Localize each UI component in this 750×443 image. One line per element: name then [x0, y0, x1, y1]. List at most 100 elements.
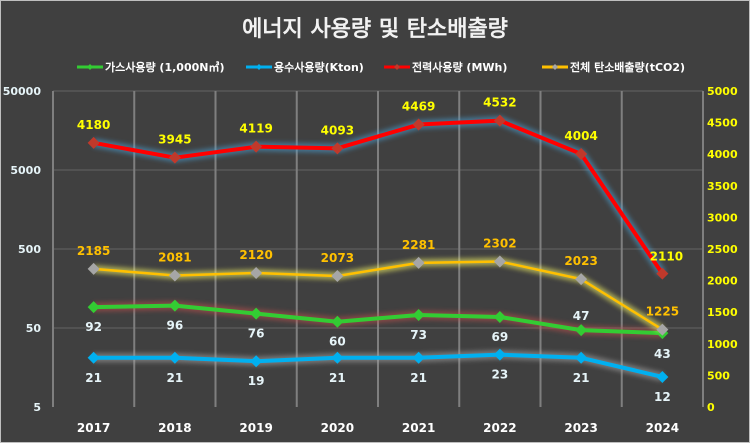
- data-point-marker[interactable]: [331, 269, 344, 282]
- data-point-marker[interactable]: [331, 142, 344, 155]
- data-point-marker[interactable]: [412, 118, 425, 131]
- data-label: 21: [573, 371, 590, 385]
- data-point-marker[interactable]: [87, 262, 100, 275]
- legend-item[interactable]: 전력사용량 (MWh): [384, 60, 507, 74]
- data-point-marker[interactable]: [331, 315, 344, 328]
- data-labels: 21 21 19 21 21 23 21 12 92 96 76 60 73 69 47 43 2185 2081…: [77, 96, 683, 404]
- data-point-marker[interactable]: [493, 348, 506, 361]
- x-axis-tick-label: 2019: [239, 421, 272, 435]
- data-label: 2120: [239, 248, 272, 262]
- data-point-marker[interactable]: [575, 324, 588, 337]
- data-label: 1225: [646, 305, 679, 319]
- series-line: [93, 118, 665, 275]
- x-axis-tick-label: 2020: [321, 421, 354, 435]
- series-2: [87, 114, 669, 280]
- right-axis-tick-label: 2500: [707, 243, 738, 256]
- left-axis-tick-label: 5000: [10, 164, 41, 177]
- legend-marker-icon: [394, 64, 400, 70]
- right-axis-tick-label: 2000: [707, 275, 738, 288]
- data-label: 73: [410, 328, 427, 342]
- data-label: 4532: [483, 96, 516, 110]
- legend-item[interactable]: 용수사용량(Kton): [246, 60, 364, 74]
- data-point-marker[interactable]: [656, 323, 669, 336]
- data-point-marker[interactable]: [412, 256, 425, 269]
- data-point-marker[interactable]: [250, 140, 263, 153]
- x-axis-tick-label: 2022: [483, 421, 516, 435]
- legend-marker-icon: [552, 64, 558, 70]
- legend-label: 용수사용량(Kton): [274, 60, 364, 74]
- data-point-marker[interactable]: [493, 255, 506, 268]
- data-label: 4469: [402, 100, 435, 114]
- legend-label: 전력사용량 (MWh): [412, 60, 507, 74]
- data-label: 92: [85, 320, 102, 334]
- data-label: 12: [654, 390, 671, 404]
- data-point-marker[interactable]: [168, 269, 181, 282]
- legend-item[interactable]: 전체 탄소배출량(tCO2): [542, 60, 685, 74]
- series-line: [93, 303, 663, 336]
- right-axis-tick-label: 4000: [707, 148, 738, 161]
- data-point-marker[interactable]: [250, 355, 263, 368]
- data-point-marker[interactable]: [87, 301, 100, 314]
- data-point-marker[interactable]: [87, 351, 100, 364]
- data-point-marker[interactable]: [168, 151, 181, 164]
- legend-marker-icon: [256, 64, 262, 70]
- data-label: 2023: [564, 254, 597, 268]
- data-label: 3945: [158, 133, 191, 147]
- left-axis-tick-label: 500: [18, 243, 41, 256]
- right-axis-tick-label: 3500: [707, 180, 738, 193]
- data-label: 4093: [321, 123, 354, 137]
- chart-title: 에너지 사용량 및 탄소배출량: [242, 17, 508, 42]
- data-label: 4119: [239, 122, 272, 136]
- data-point-marker[interactable]: [250, 267, 263, 280]
- data-point-marker[interactable]: [575, 273, 588, 286]
- x-axis-tick-label: 2023: [564, 421, 597, 435]
- right-axis-tick-label: 1500: [707, 306, 738, 319]
- data-label: 76: [248, 327, 265, 341]
- data-point-marker[interactable]: [656, 267, 669, 280]
- data-label: 2073: [321, 251, 354, 265]
- x-axis-tick-label: 2018: [158, 421, 191, 435]
- data-label: 2281: [402, 238, 435, 252]
- left-axis-tick-label: 50: [26, 322, 42, 335]
- right-axis-tick-label: 1000: [707, 338, 738, 351]
- legend-label: 가스사용량 (1,000N㎥): [105, 60, 224, 74]
- series-layer: [87, 114, 669, 383]
- series-line: [93, 352, 663, 379]
- data-point-marker[interactable]: [331, 351, 344, 364]
- data-point-marker[interactable]: [168, 299, 181, 312]
- data-point-marker[interactable]: [250, 307, 263, 320]
- data-point-marker[interactable]: [493, 114, 506, 127]
- data-label: 4180: [77, 118, 110, 132]
- right-axis-tick-label: 3000: [707, 211, 738, 224]
- data-point-marker[interactable]: [168, 351, 181, 364]
- series-1: [87, 348, 669, 383]
- data-label: 2081: [158, 250, 191, 264]
- data-label: 60: [329, 335, 346, 349]
- data-label: 43: [654, 347, 671, 361]
- right-axis-tick-label: 0: [707, 401, 715, 414]
- axes: 5000050005005055000450040003500300025002…: [3, 85, 738, 435]
- x-axis-tick-label: 2024: [646, 421, 679, 435]
- legend-item[interactable]: 가스사용량 (1,000N㎥): [77, 60, 224, 74]
- data-point-marker[interactable]: [412, 351, 425, 364]
- data-point-marker[interactable]: [575, 147, 588, 160]
- data-label: 47: [573, 309, 590, 323]
- data-label: 96: [167, 319, 184, 333]
- data-point-marker[interactable]: [412, 309, 425, 322]
- data-point-marker[interactable]: [493, 310, 506, 323]
- right-axis-tick-label: 500: [707, 369, 730, 382]
- data-label: 21: [167, 371, 184, 385]
- data-point-marker[interactable]: [656, 370, 669, 383]
- data-label: 2302: [483, 237, 516, 251]
- left-axis-tick-label: 5: [33, 401, 41, 414]
- data-point-marker[interactable]: [87, 136, 100, 149]
- data-label: 69: [492, 330, 509, 344]
- x-axis-tick-label: 2021: [402, 421, 435, 435]
- legend: 가스사용량 (1,000N㎥) 용수사용량(Kton) 전력사용량 (MWh) 전체 …: [77, 60, 685, 74]
- legend-marker-icon: [87, 64, 93, 70]
- data-label: 2185: [77, 244, 110, 258]
- data-point-marker[interactable]: [575, 351, 588, 364]
- x-axis-tick-label: 2017: [77, 421, 110, 435]
